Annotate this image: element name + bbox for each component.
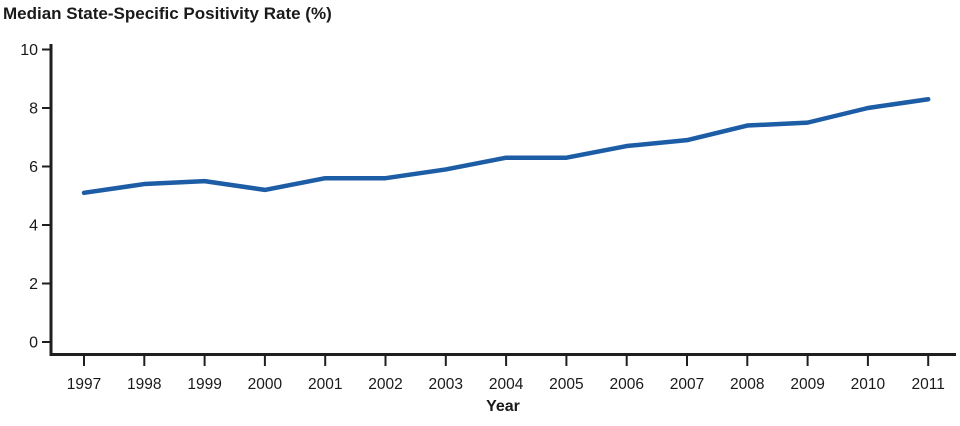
y-tick-label: 10 xyxy=(20,42,38,59)
x-tick-label: 2008 xyxy=(730,376,764,393)
x-tick-label: 2000 xyxy=(248,376,283,393)
x-tick-label: 2005 xyxy=(549,376,583,393)
x-tick-label: 2010 xyxy=(851,376,886,393)
y-tick-label: 4 xyxy=(29,218,38,235)
x-axis-label: Year xyxy=(486,398,520,415)
x-tick-label: 2001 xyxy=(308,376,342,393)
y-tick-label: 8 xyxy=(29,101,38,118)
x-tick-label: 2003 xyxy=(429,376,463,393)
chart-title: Median State-Specific Positivity Rate (%… xyxy=(3,4,332,23)
x-tick-label: 2007 xyxy=(670,376,704,393)
data-line-median-positivity xyxy=(81,96,931,196)
y-tick-label: 2 xyxy=(29,276,38,293)
x-tick-label: 2009 xyxy=(790,376,824,393)
x-tick-label: 2011 xyxy=(912,376,945,393)
y-tick-label: 0 xyxy=(29,335,38,352)
x-tick-label: 1997 xyxy=(67,376,101,393)
x-tick-label: 2006 xyxy=(609,376,643,393)
y-tick-label: 6 xyxy=(29,159,38,176)
x-tick-label: 1999 xyxy=(187,376,221,393)
x-tick-label: 2002 xyxy=(368,376,402,393)
x-tick-label: 1998 xyxy=(127,376,161,393)
x-tick-label: 2004 xyxy=(489,376,524,393)
